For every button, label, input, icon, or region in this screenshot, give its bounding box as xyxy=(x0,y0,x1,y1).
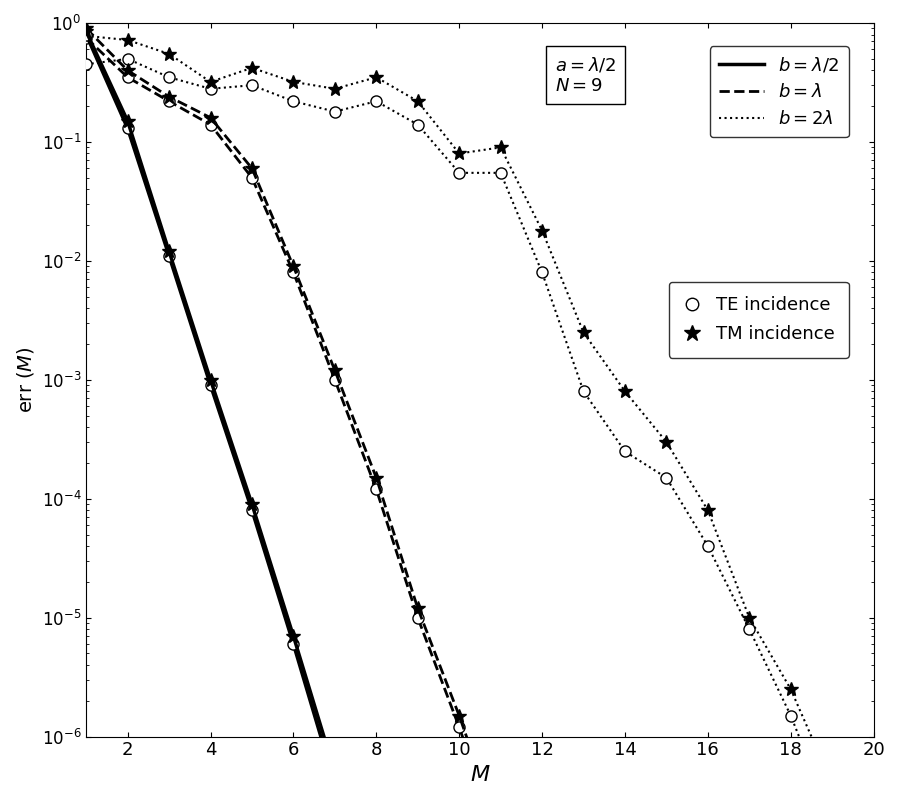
Y-axis label: err $(M)$: err $(M)$ xyxy=(15,346,36,413)
X-axis label: $M$: $M$ xyxy=(470,765,490,785)
Text: $a = \lambda/2$
$N = 9$: $a = \lambda/2$ $N = 9$ xyxy=(554,55,616,95)
Legend: TE incidence, TM incidence: TE incidence, TM incidence xyxy=(669,282,849,358)
